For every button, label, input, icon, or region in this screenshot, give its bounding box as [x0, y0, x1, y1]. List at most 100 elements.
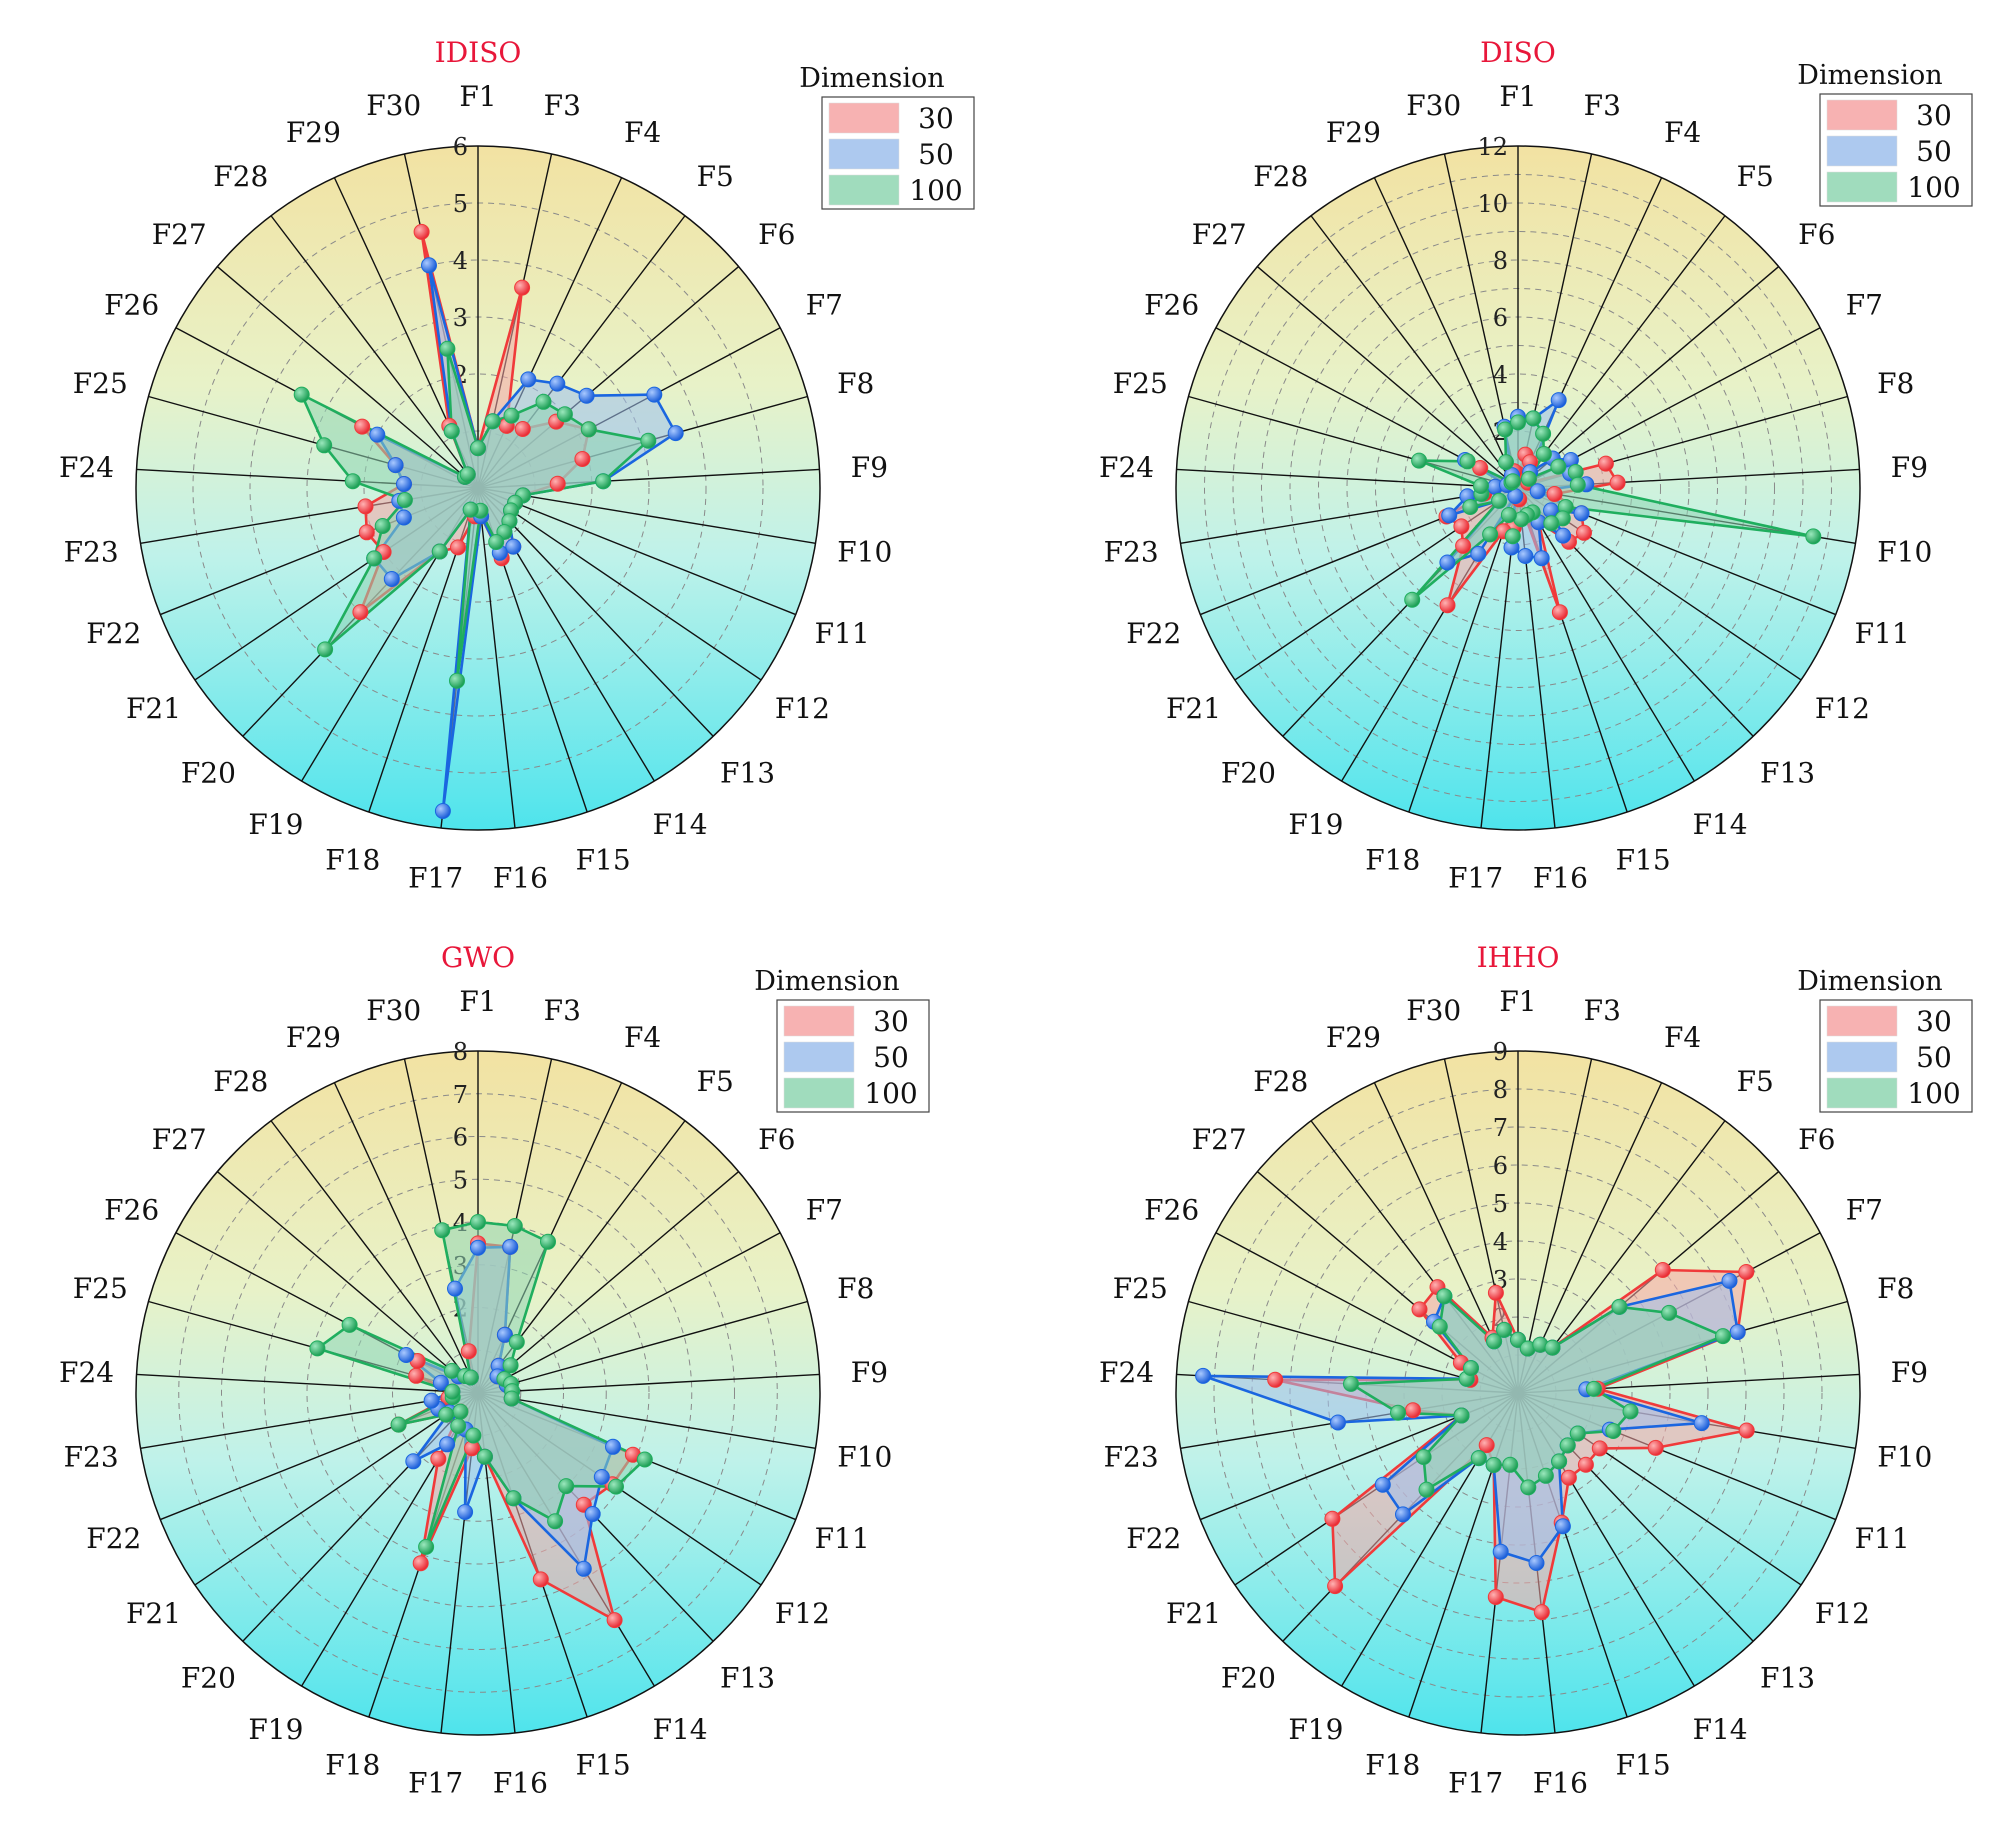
data-point-50-f4 [496, 1326, 513, 1343]
data-point-30-f14 [606, 1612, 623, 1629]
data-point-100-f15 [505, 1490, 522, 1507]
data-point-100-f19 [450, 1418, 467, 1434]
category-label-f29: F29 [1326, 116, 1381, 149]
data-point-100-f20 [1418, 1481, 1435, 1498]
data-point-100-f18 [418, 1538, 435, 1555]
data-point-100-f26 [293, 386, 310, 403]
legend-swatch-100 [1826, 171, 1898, 203]
radar-spoke [477, 1232, 781, 1394]
legend-label-30: 30 [1916, 1005, 1952, 1038]
data-point-100-f21 [366, 550, 383, 567]
data-point-30-f23 [1405, 1402, 1421, 1419]
data-point-100-f26 [1459, 453, 1476, 470]
category-label-f28: F28 [213, 1065, 268, 1098]
radial-tick-label: 3 [453, 304, 468, 332]
radar-spoke [1517, 266, 1780, 489]
legend-swatch-100 [783, 1077, 855, 1109]
data-point-50-f8 [1729, 1324, 1746, 1340]
data-point-50-f21 [1374, 1476, 1391, 1493]
legend-label-100: 100 [909, 174, 962, 207]
radar-spoke [477, 1300, 808, 1394]
data-point-30-f26 [354, 418, 371, 435]
data-point-30-f22 [358, 524, 375, 541]
data-point-100-f21 [438, 1406, 455, 1423]
category-label-f3: F3 [1584, 994, 1621, 1027]
data-point-50-f10 [1693, 1415, 1710, 1432]
legend-swatch-100 [828, 174, 900, 206]
category-label-f17: F17 [408, 862, 463, 895]
radial-tick-label: 8 [1493, 247, 1508, 275]
category-label-f21: F21 [1166, 692, 1221, 725]
radar-spoke [140, 1392, 479, 1450]
data-point-30-f9 [549, 475, 566, 492]
data-point-100-f9 [1585, 1380, 1602, 1397]
data-point-30-f6 [1654, 1262, 1671, 1278]
legend-swatch-50 [783, 1041, 855, 1073]
radar-spoke [270, 215, 479, 489]
category-label-f8: F8 [1877, 1272, 1914, 1305]
category-label-f3: F3 [544, 89, 581, 122]
data-point-50-f3 [502, 1238, 519, 1255]
category-label-f20: F20 [181, 1662, 236, 1695]
radial-tick-label: 10 [1477, 190, 1508, 218]
data-point-100-f24 [444, 1383, 461, 1400]
radar-spoke [216, 266, 479, 489]
category-label-f18: F18 [1365, 843, 1420, 876]
legend-label-50: 50 [1916, 1041, 1952, 1074]
data-point-50-f10 [1529, 483, 1546, 500]
data-point-50-f22 [395, 509, 412, 526]
radar-ring [1261, 231, 1775, 745]
category-label-f5: F5 [1737, 1065, 1774, 1098]
category-label-f16: F16 [493, 862, 548, 895]
data-point-100-f10 [1805, 528, 1822, 545]
category-label-f14: F14 [1693, 808, 1748, 841]
data-point-100-f29 [443, 423, 460, 440]
data-point-100-f4 [540, 1233, 556, 1250]
data-point-30-f14 [1560, 1469, 1577, 1486]
data-point-100-f8 [1715, 1328, 1731, 1345]
category-label-f29: F29 [286, 1021, 341, 1054]
data-point-30-f30 [1487, 1284, 1504, 1301]
data-point-100-f17 [1504, 528, 1521, 545]
radar-spoke [1517, 215, 1726, 489]
legend-label-100: 100 [1907, 1077, 1960, 1110]
data-point-100-f22 [374, 518, 391, 534]
data-point-100-f6 [502, 1357, 519, 1374]
data-point-100-f29 [462, 1369, 479, 1386]
category-label-f11: F11 [1855, 617, 1910, 650]
data-point-100-f3 [506, 1218, 523, 1234]
data-point-100-f17 [449, 672, 465, 689]
panel-title: IHHO [1477, 941, 1560, 974]
category-label-f20: F20 [1221, 757, 1276, 790]
category-label-f5: F5 [697, 160, 734, 193]
category-label-f6: F6 [758, 1123, 795, 1156]
category-label-f16: F16 [1533, 1767, 1588, 1800]
data-point-100-f20 [452, 1403, 469, 1420]
data-point-100-f30 [439, 340, 456, 357]
radar-spoke [333, 1082, 479, 1394]
category-label-f23: F23 [64, 1440, 119, 1473]
data-point-50-f20 [405, 1453, 422, 1470]
data-point-100-f28 [1504, 473, 1521, 490]
data-point-50-f7 [1721, 1272, 1738, 1289]
data-point-100-f13 [1543, 515, 1560, 532]
category-label-f18: F18 [325, 843, 380, 876]
category-label-f8: F8 [837, 367, 874, 400]
data-point-50-f7 [646, 386, 663, 403]
legend-label-100: 100 [1907, 171, 1960, 204]
category-label-f26: F26 [104, 1193, 159, 1226]
radial-tick-label: 9 [1493, 1038, 1508, 1066]
data-point-30-f8 [1597, 455, 1614, 472]
data-point-100-f5 [508, 1334, 525, 1350]
category-label-f9: F9 [851, 1356, 888, 1389]
data-point-100-f26 [341, 1316, 358, 1333]
category-label-f20: F20 [1221, 1662, 1276, 1695]
data-point-100-f14 [547, 1513, 564, 1530]
data-point-100-f15 [488, 534, 505, 550]
data-point-100-f28 [459, 466, 476, 483]
data-point-30-f19 [1439, 597, 1456, 614]
panel-title: GWO [441, 941, 515, 974]
data-point-30-f24 [1267, 1371, 1284, 1388]
